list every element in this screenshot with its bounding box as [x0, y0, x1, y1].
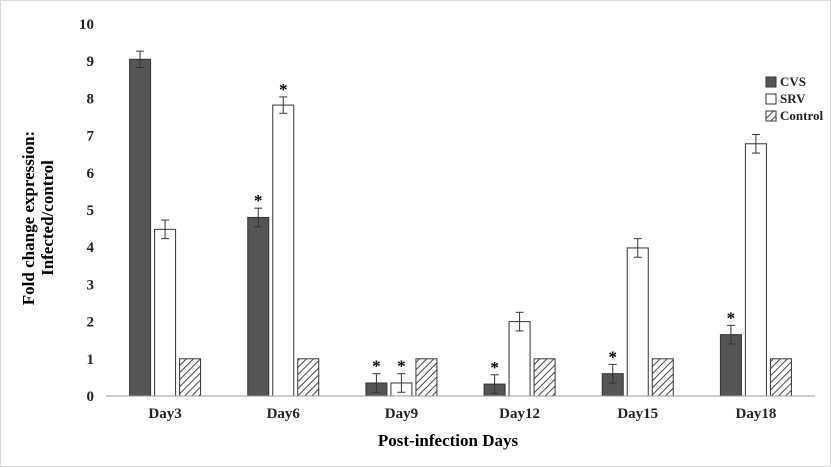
bar-srv-day15 — [626, 247, 649, 397]
significance-marker: * — [372, 357, 381, 376]
y-tick-label: 9 — [87, 54, 95, 70]
x-tick-label: Day18 — [735, 406, 776, 422]
legend-label-control: Control — [780, 108, 823, 123]
bar-srv-day12 — [508, 321, 531, 397]
y-tick-label: 3 — [87, 277, 95, 293]
y-axis-title-line1: Fold change expression: — [19, 131, 38, 305]
legend-swatch-srv — [765, 93, 777, 105]
legend-swatch-control — [765, 110, 777, 122]
y-tick-label: 6 — [87, 166, 95, 182]
bar-srv-day18 — [744, 143, 767, 397]
x-tick-label: Day6 — [267, 406, 301, 422]
bar-control-day18 — [769, 358, 792, 397]
y-tick-label: 1 — [87, 352, 95, 368]
bar-control-day12 — [533, 358, 556, 397]
significance-marker: * — [490, 358, 499, 377]
significance-marker: * — [397, 357, 406, 376]
bar-control-day15 — [651, 358, 674, 397]
plot-area: 0 1 2 3 4 5 6 7 8 9 10 Day3 * * Day6 * * Day9 * Day12 * Day15… — [79, 17, 792, 422]
legend-swatch-cvs — [765, 76, 777, 88]
x-axis-title: Post-infection Days — [378, 431, 519, 450]
bar-srv-day6 — [272, 104, 295, 397]
x-tick-label: Day9 — [385, 406, 418, 422]
x-tick-label: Day15 — [617, 406, 658, 422]
y-tick-label: 0 — [87, 389, 95, 405]
significance-marker: * — [727, 308, 736, 327]
y-tick-label: 7 — [87, 129, 95, 145]
y-tick-label: 4 — [87, 240, 95, 256]
bar-control-day9 — [415, 358, 438, 397]
bar-control-day3 — [179, 358, 202, 397]
significance-marker: * — [279, 80, 288, 99]
bar-srv-day3 — [154, 228, 177, 397]
bar-cvs-day3 — [129, 58, 152, 397]
x-tick-label: Day12 — [499, 406, 540, 422]
significance-marker: * — [254, 191, 263, 210]
bar-cvs-day6 — [247, 216, 270, 397]
y-tick-label: 5 — [87, 203, 95, 219]
y-tick-label: 10 — [79, 17, 94, 33]
y-axis-title-line2: Infected/control — [38, 160, 57, 276]
y-tick-label: 8 — [87, 91, 95, 107]
bar-control-day6 — [297, 358, 320, 397]
legend-label-srv: SRV — [780, 91, 806, 106]
x-tick-label: Day3 — [148, 406, 181, 422]
legend-label-cvs: CVS — [780, 74, 806, 89]
y-tick-label: 2 — [87, 315, 95, 331]
significance-marker: * — [609, 347, 618, 366]
legend: CVS SRV Control — [765, 74, 823, 123]
